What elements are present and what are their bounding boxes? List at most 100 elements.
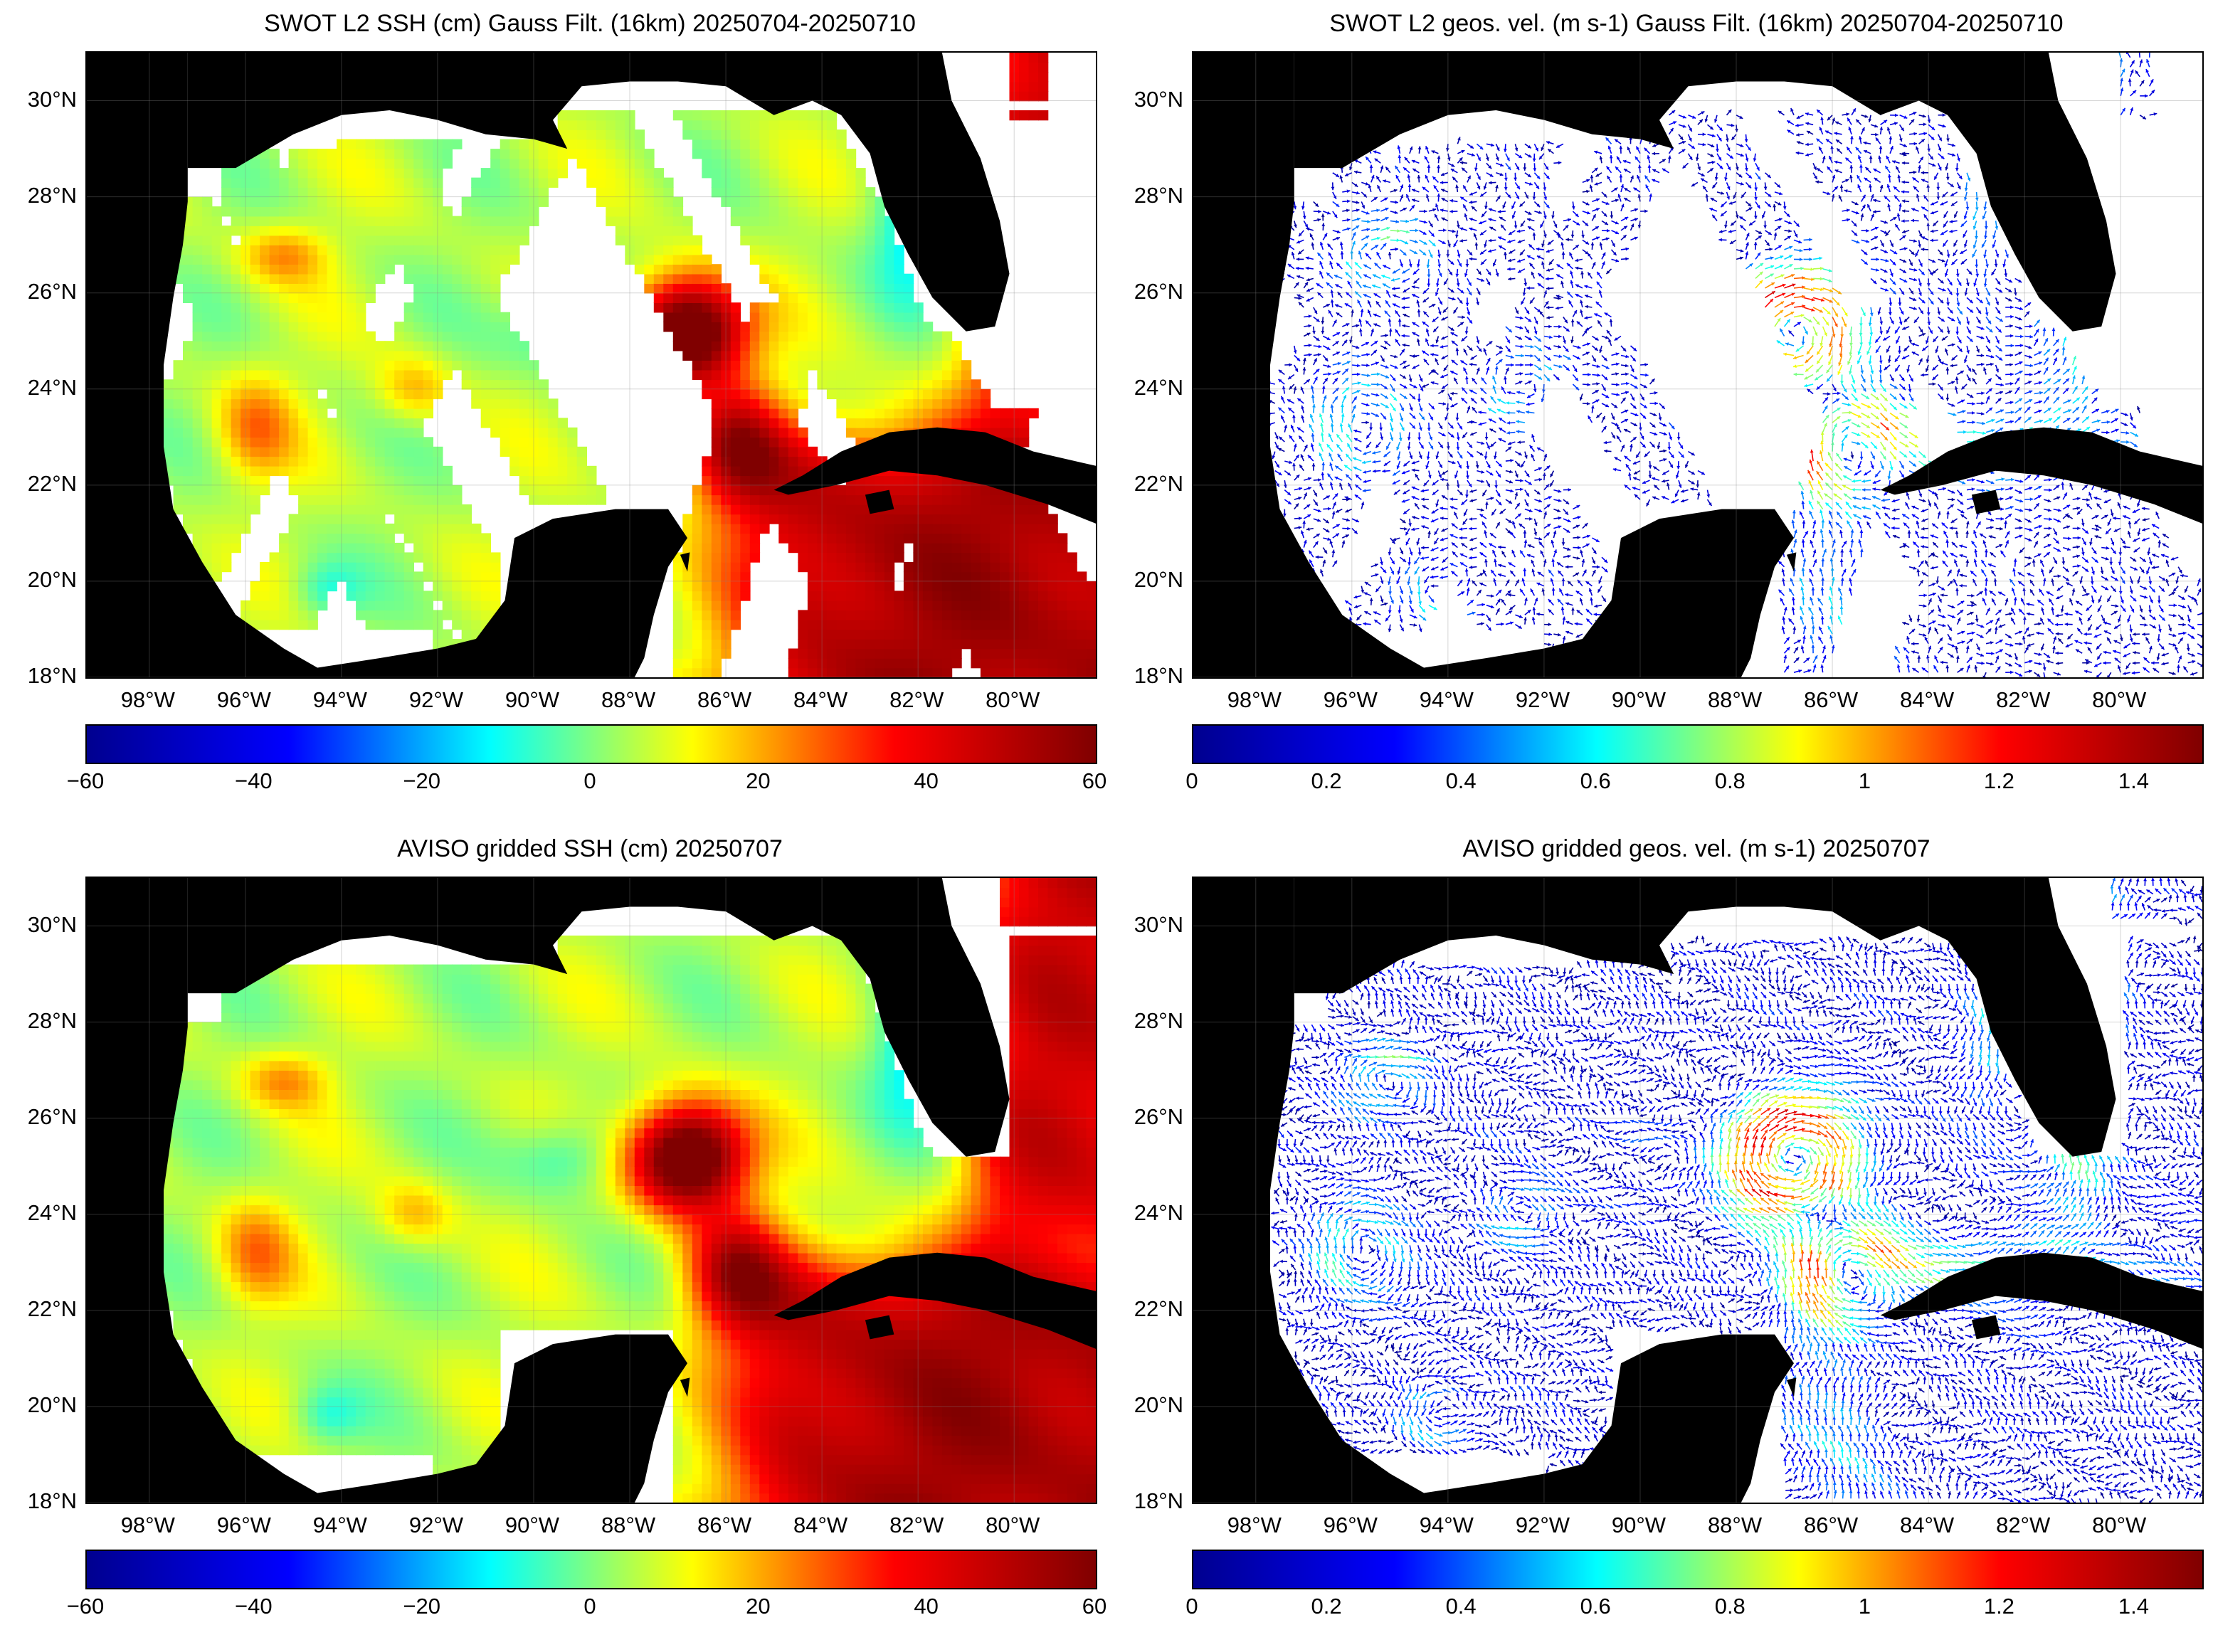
lon-tick-label: 98°W <box>105 687 191 713</box>
land-mask <box>1193 53 2202 677</box>
map-svg <box>1193 878 2202 1503</box>
colorbar-tick-label: 0 <box>547 1594 633 1619</box>
map-area <box>85 877 1097 1504</box>
lat-tick-label: 18°N <box>0 663 77 689</box>
lon-tick-label: 80°W <box>2076 1513 2162 1538</box>
lon-tick-label: 88°W <box>586 687 671 713</box>
graticule <box>87 878 1096 1503</box>
colorbar-tick-label: 0.4 <box>1418 1594 1504 1619</box>
lat-tick-label: 30°N <box>0 912 77 938</box>
lat-tick-label: 30°N <box>1105 912 1183 938</box>
colorbar-tick-label: 60 <box>1052 768 1137 794</box>
lat-tick-label: 26°N <box>1105 1104 1183 1130</box>
lon-tick-label: 88°W <box>1692 1513 1778 1538</box>
lon-tick-label: 96°W <box>1308 687 1393 713</box>
lon-tick-label: 84°W <box>1884 687 1970 713</box>
lon-tick-label: 82°W <box>1980 687 2066 713</box>
lon-tick-label: 90°W <box>1596 1513 1681 1538</box>
lon-tick-label: 90°W <box>1596 687 1681 713</box>
panel-swot-ssh: SWOT L2 SSH (cm) Gauss Filt. (16km) 2025… <box>0 0 1107 825</box>
lat-tick-label: 24°N <box>1105 1200 1183 1226</box>
panel-aviso-ssh: AVISO gridded SSH (cm) 20250707 30°N 28°N 2… <box>0 825 1107 1651</box>
lon-tick-label: 92°W <box>1500 1513 1585 1538</box>
lat-tick-label: 28°N <box>0 183 77 208</box>
lon-tick-label: 84°W <box>778 687 863 713</box>
map-svg <box>87 878 1096 1503</box>
panel-title: AVISO gridded SSH (cm) 20250707 <box>85 835 1094 863</box>
colorbar-tick-label: 0.2 <box>1284 1594 1369 1619</box>
colorbar-tick-label: 1.2 <box>1956 1594 2042 1619</box>
graticule <box>87 53 1096 677</box>
ssh-field <box>164 53 1096 677</box>
lon-tick-label: 94°W <box>1404 687 1489 713</box>
lat-tick-label: 24°N <box>0 1200 77 1226</box>
lon-tick-label: 92°W <box>394 687 479 713</box>
colorbar-tick-label: 40 <box>884 1594 969 1619</box>
panel-title: SWOT L2 geos. vel. (m s-1) Gauss Filt. (… <box>1192 10 2201 38</box>
colorbar-tick-label: −20 <box>379 768 465 794</box>
panel-aviso-vel: AVISO gridded geos. vel. (m s-1) 2025070… <box>1106 825 2213 1651</box>
map-svg <box>87 53 1096 677</box>
lon-tick-label: 88°W <box>586 1513 671 1538</box>
colorbar-tick-label: 1.4 <box>2091 1594 2176 1619</box>
lat-tick-label: 22°N <box>1105 471 1183 497</box>
map-svg <box>1193 53 2202 677</box>
land-mask <box>87 53 1096 677</box>
lon-tick-label: 94°W <box>1404 1513 1489 1538</box>
lon-tick-label: 94°W <box>297 1513 383 1538</box>
lon-tick-label: 96°W <box>201 687 287 713</box>
lat-tick-label: 24°N <box>0 375 77 401</box>
lat-tick-label: 20°N <box>0 1392 77 1418</box>
lon-tick-label: 92°W <box>1500 687 1585 713</box>
lat-tick-label: 28°N <box>0 1008 77 1034</box>
colorbar-tick-label: 1 <box>1822 768 1907 794</box>
lat-tick-label: 22°N <box>0 471 77 497</box>
colorbar-tick-label: −60 <box>43 1594 128 1619</box>
map-area <box>1192 51 2204 679</box>
lat-tick-label: 28°N <box>1105 1008 1183 1034</box>
lat-tick-label: 18°N <box>0 1488 77 1514</box>
lat-tick-label: 20°N <box>0 567 77 593</box>
colorbar-tick-label: 60 <box>1052 1594 1137 1619</box>
colorbar <box>1192 724 2204 764</box>
lon-tick-label: 92°W <box>394 1513 479 1538</box>
lat-tick-label: 26°N <box>1105 279 1183 305</box>
colorbar-tick-label: 1.4 <box>2091 768 2176 794</box>
colorbar-tick-label: 1 <box>1822 1594 1907 1619</box>
lat-tick-label: 20°N <box>1105 1392 1183 1418</box>
colorbar-tick-label: 40 <box>884 768 969 794</box>
colorbar <box>85 1550 1097 1589</box>
colorbar <box>1192 1550 2204 1589</box>
lon-tick-label: 98°W <box>105 1513 191 1538</box>
ssh-field <box>164 878 1096 1503</box>
colorbar-tick-label: 0.8 <box>1687 768 1773 794</box>
panel-swot-vel: SWOT L2 geos. vel. (m s-1) Gauss Filt. (… <box>1106 0 2213 825</box>
lon-tick-label: 82°W <box>874 1513 959 1538</box>
lon-tick-label: 96°W <box>201 1513 287 1538</box>
lon-tick-label: 86°W <box>682 687 767 713</box>
colorbar-tick-label: −20 <box>379 1594 465 1619</box>
lon-tick-label: 82°W <box>874 687 959 713</box>
colorbar-tick-label: 0.8 <box>1687 1594 1773 1619</box>
lon-tick-label: 88°W <box>1692 687 1778 713</box>
lat-tick-label: 20°N <box>1105 567 1183 593</box>
lon-tick-label: 84°W <box>778 1513 863 1538</box>
colorbar-tick-label: −40 <box>211 768 296 794</box>
colorbar-tick-label: 0 <box>1149 1594 1235 1619</box>
lon-tick-label: 80°W <box>970 687 1055 713</box>
lon-tick-label: 80°W <box>2076 687 2162 713</box>
panel-title: AVISO gridded geos. vel. (m s-1) 2025070… <box>1192 835 2201 863</box>
colorbar-tick-label: −40 <box>211 1594 296 1619</box>
lon-tick-label: 90°W <box>490 687 575 713</box>
lon-tick-label: 98°W <box>1212 1513 1297 1538</box>
lon-tick-label: 84°W <box>1884 1513 1970 1538</box>
panel-title: SWOT L2 SSH (cm) Gauss Filt. (16km) 2025… <box>85 10 1094 38</box>
lon-tick-label: 86°W <box>682 1513 767 1538</box>
lat-tick-label: 30°N <box>1105 87 1183 112</box>
colorbar-tick-label: 1.2 <box>1956 768 2042 794</box>
land-mask <box>1193 878 2202 1503</box>
lon-tick-label: 98°W <box>1212 687 1297 713</box>
map-area <box>85 51 1097 679</box>
lon-tick-label: 90°W <box>490 1513 575 1538</box>
lat-tick-label: 30°N <box>0 87 77 112</box>
